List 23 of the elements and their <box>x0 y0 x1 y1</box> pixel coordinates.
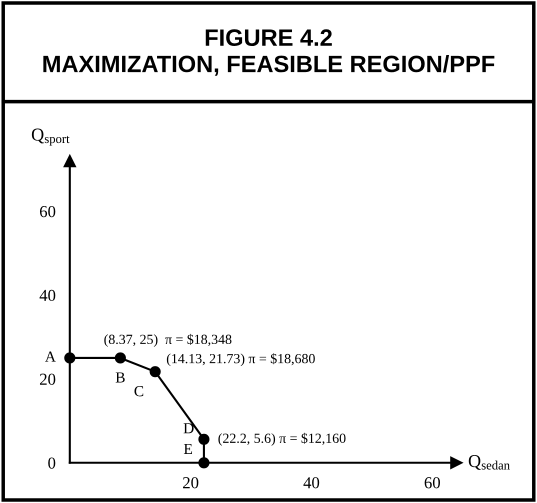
annotation: D <box>184 423 194 434</box>
y-tick-label: 60 <box>40 206 56 218</box>
x-tick-label: 40 <box>303 477 320 488</box>
point <box>150 366 161 378</box>
annotation: C <box>134 386 144 396</box>
annotation: (22.2, 5.6) π = $12,160 <box>218 432 346 446</box>
annotation: E <box>184 444 192 454</box>
x-tick-label: 60 <box>424 477 440 488</box>
annotation: A <box>45 352 56 362</box>
point <box>64 352 76 364</box>
annotation: B <box>116 372 125 383</box>
annotation: (8.37, 25) π = $18,348 <box>104 334 232 347</box>
chart-title: FIGURE 4.2 MAXIMIZATION, FEASIBLE REGION/PPF <box>43 29 494 76</box>
y-tick-label: 0 <box>48 457 56 469</box>
point <box>198 457 210 468</box>
x-axis-title: Q$_{sedan}$ <box>468 455 510 470</box>
point <box>114 352 126 364</box>
annotation: (14.13, 21.73) π = $18,680 <box>166 353 315 366</box>
x-tick-label: 20 <box>183 477 198 488</box>
y-tick-label: 40 <box>40 290 56 302</box>
point <box>198 434 210 445</box>
y-tick-label: 20 <box>40 374 56 385</box>
y-axis-title: Q$_{sport}$ <box>32 128 70 146</box>
